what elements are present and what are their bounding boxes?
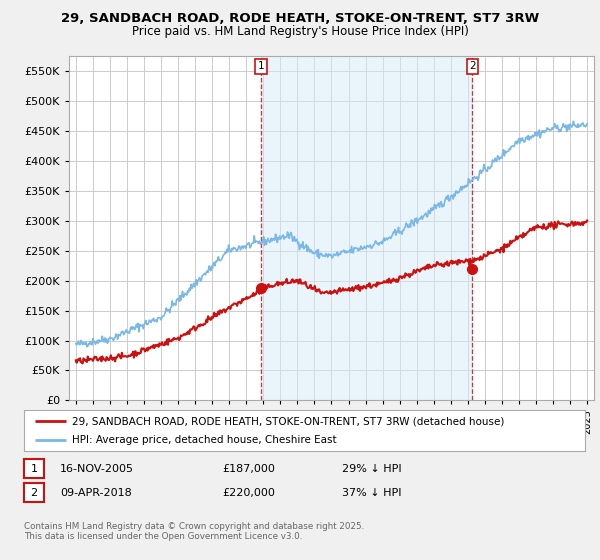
Text: 2: 2 <box>31 488 37 498</box>
Text: 29, SANDBACH ROAD, RODE HEATH, STOKE-ON-TRENT, ST7 3RW: 29, SANDBACH ROAD, RODE HEATH, STOKE-ON-… <box>61 12 539 25</box>
Text: Price paid vs. HM Land Registry's House Price Index (HPI): Price paid vs. HM Land Registry's House … <box>131 25 469 38</box>
Text: 2: 2 <box>469 61 476 71</box>
Text: £220,000: £220,000 <box>222 488 275 498</box>
Bar <box>261 56 472 400</box>
Text: HPI: Average price, detached house, Cheshire East: HPI: Average price, detached house, Ches… <box>71 435 337 445</box>
Text: 37% ↓ HPI: 37% ↓ HPI <box>342 488 401 498</box>
Text: 1: 1 <box>258 61 265 71</box>
Text: 09-APR-2018: 09-APR-2018 <box>60 488 132 498</box>
Text: 16-NOV-2005: 16-NOV-2005 <box>60 464 134 474</box>
Text: 1: 1 <box>31 464 37 474</box>
Text: 29% ↓ HPI: 29% ↓ HPI <box>342 464 401 474</box>
Text: 29, SANDBACH ROAD, RODE HEATH, STOKE-ON-TRENT, ST7 3RW (detached house): 29, SANDBACH ROAD, RODE HEATH, STOKE-ON-… <box>71 417 504 426</box>
Text: £187,000: £187,000 <box>222 464 275 474</box>
Text: Contains HM Land Registry data © Crown copyright and database right 2025.
This d: Contains HM Land Registry data © Crown c… <box>24 522 364 542</box>
